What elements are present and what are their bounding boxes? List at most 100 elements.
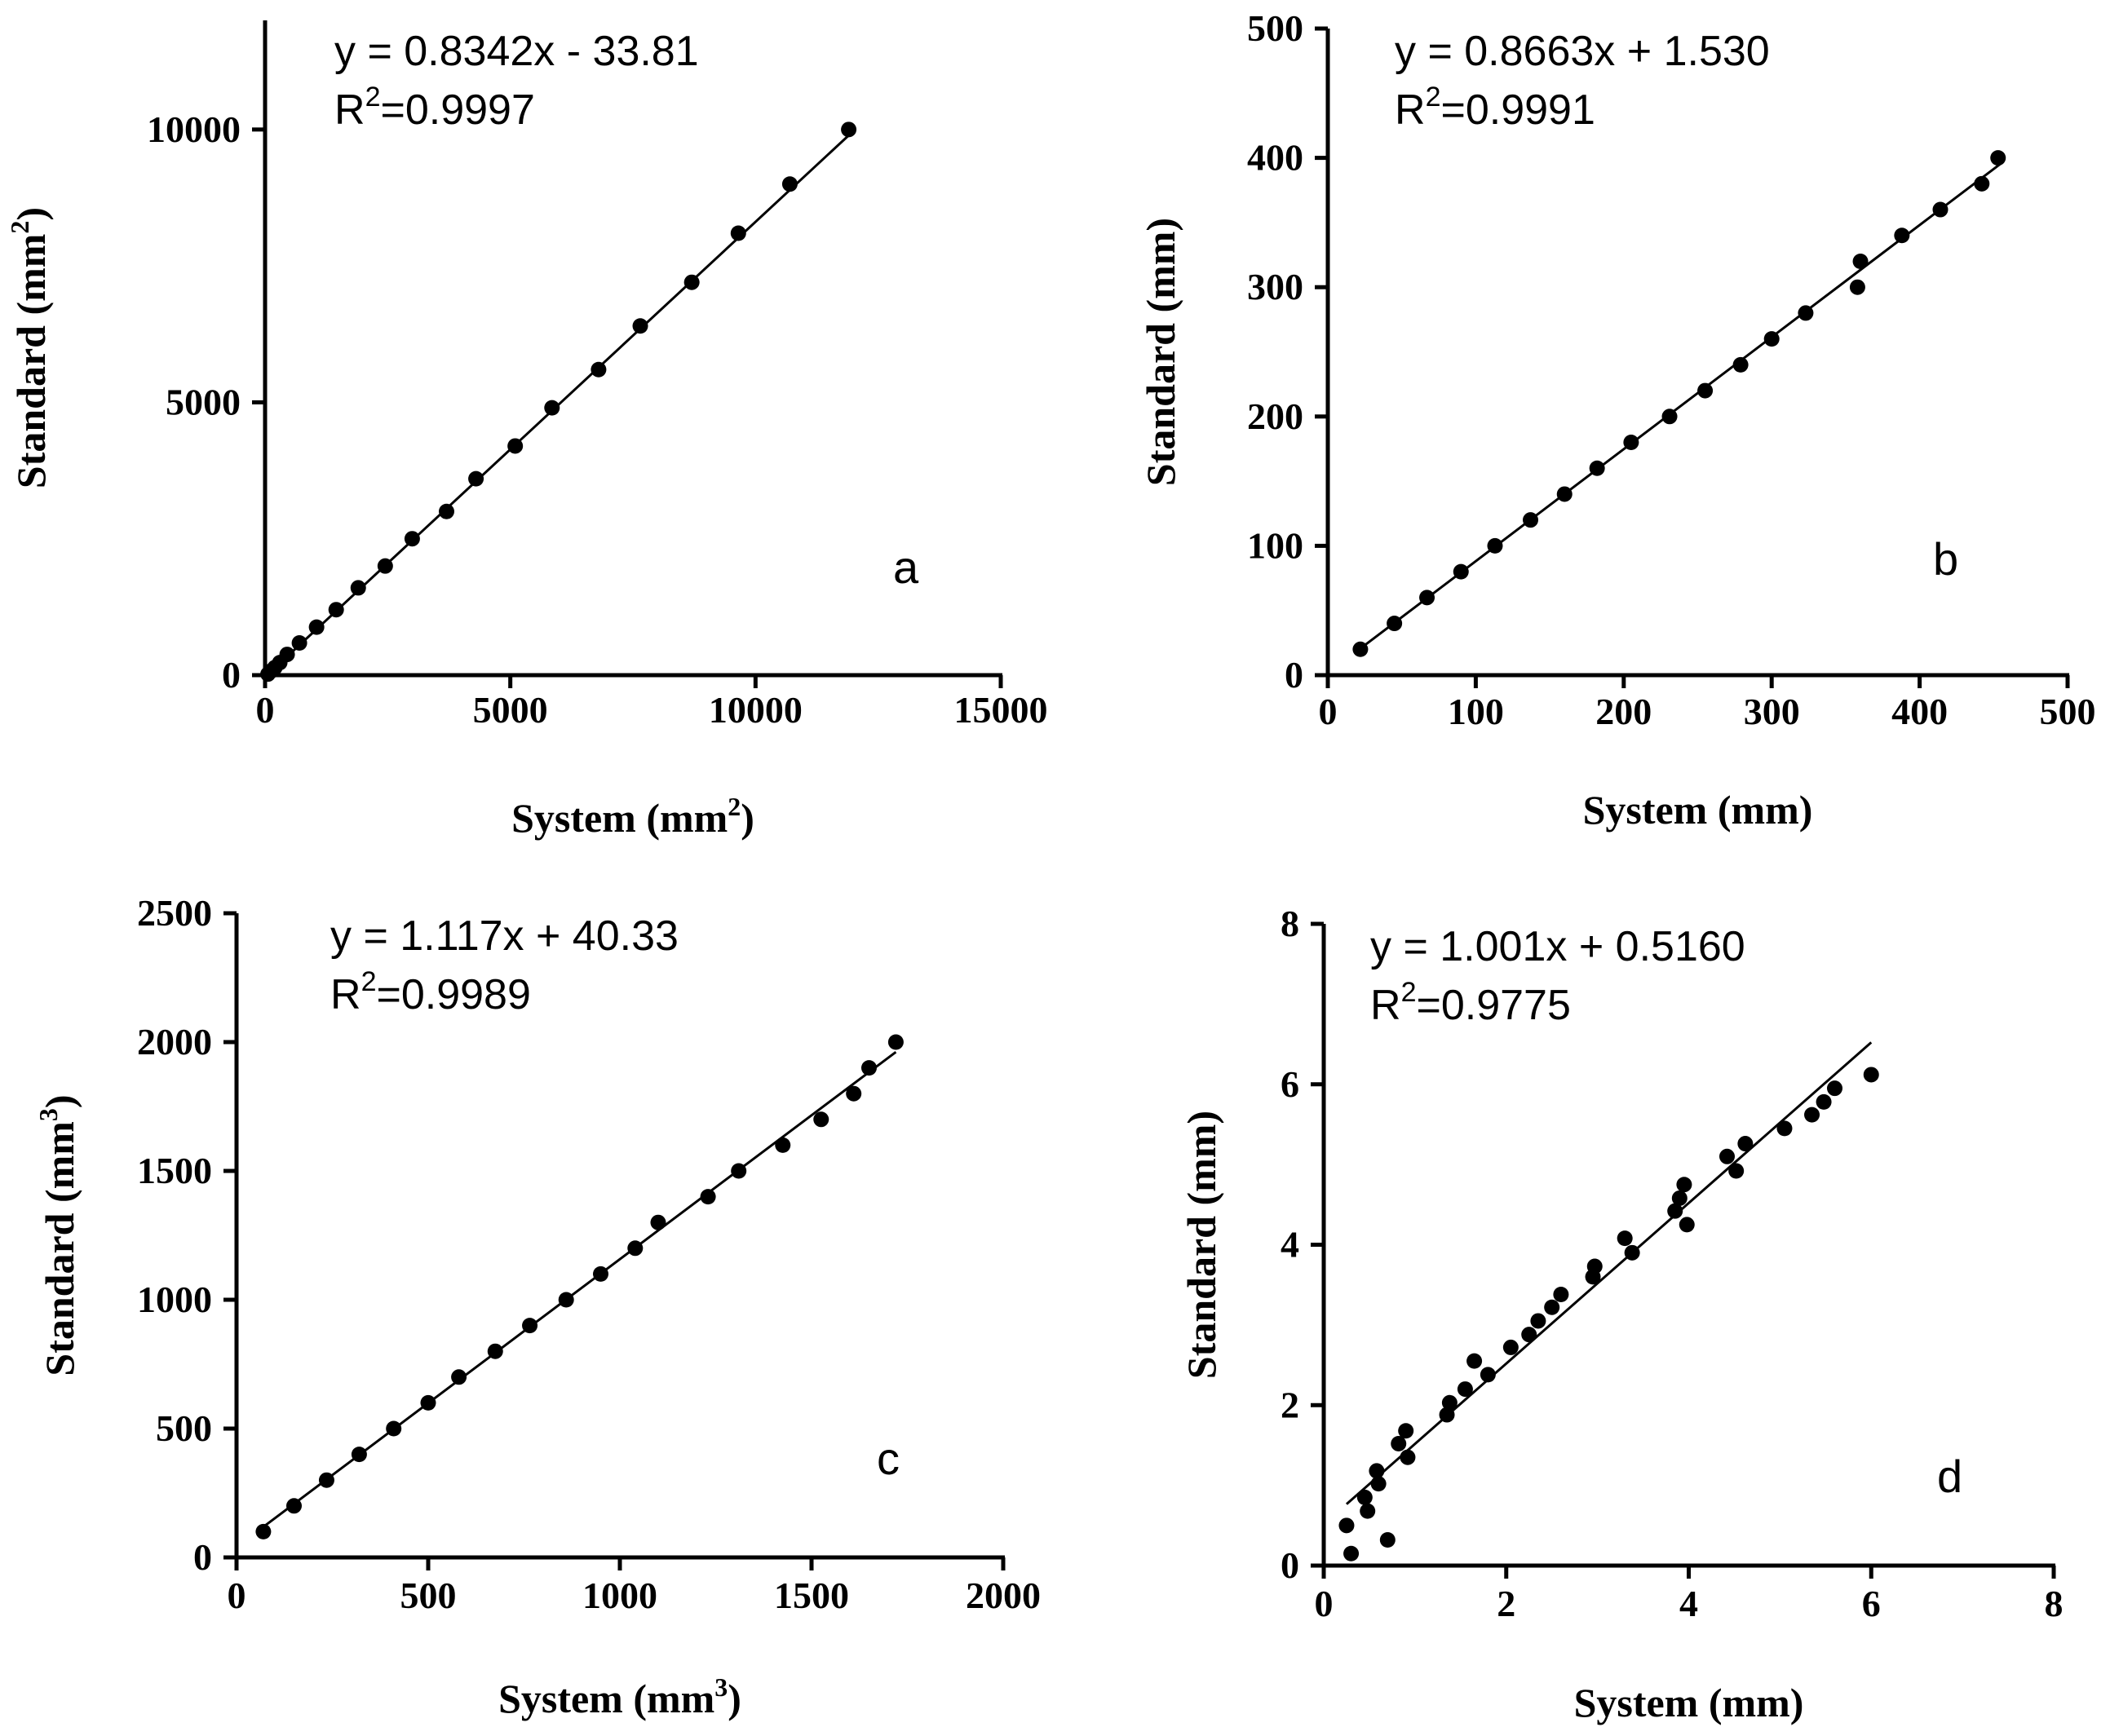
x-axis-title: System (mm2) [511,792,754,841]
data-point [1671,1190,1688,1206]
data-point [544,400,560,416]
data-point [1398,1423,1414,1439]
panel-label: a [893,541,919,593]
y-tick-label: 6 [1281,1063,1299,1105]
data-point [1480,1367,1496,1383]
r-squared-prefix: R [334,86,365,134]
data-point [308,619,325,635]
data-point [700,1189,716,1205]
x-tick-label: 400 [1891,691,1948,732]
x-axis-title-text: System (mm [511,795,728,841]
data-point [1679,1217,1695,1233]
data-point [1894,227,1910,244]
r-squared-sup: 2 [361,966,377,997]
data-point [1719,1148,1735,1164]
data-point [1586,1258,1603,1274]
r-squared-prefix: R [330,971,361,1018]
data-point [731,1163,747,1179]
data-point [1360,1503,1376,1519]
data-point [386,1420,402,1437]
data-point [1530,1313,1546,1329]
r-squared: R2=0.9989 [330,966,531,1018]
x-axis-title-text: System (mm) [1583,787,1813,833]
y-axis-title-text: Standard (mm [8,234,54,489]
data-point [1732,356,1749,373]
panel-label: c [877,1433,900,1484]
data-point [1990,150,2006,166]
x-tick-label: 0 [1315,1583,1334,1624]
data-point [1676,1177,1692,1193]
regression-line [1345,1041,1873,1505]
y-tick-label: 4 [1281,1224,1299,1266]
regression-equation: y = 0.8342x - 33.81 [334,28,699,75]
data-point [318,1472,334,1488]
data-point [1617,1230,1633,1247]
data-point [887,1034,904,1050]
x-tick-label: 8 [2045,1583,2064,1624]
x-axis-title: System (mm) [1583,787,1813,833]
data-point [846,1085,862,1102]
y-tick-label: 100 [1247,524,1303,566]
data-point [1667,1203,1683,1219]
data-point [1728,1163,1745,1179]
x-tick-label: 0 [1319,691,1338,732]
y-tick-label: 2500 [137,892,212,934]
x-axis-title-end: ) [741,795,754,841]
data-point [351,1447,367,1463]
data-point [1623,435,1639,451]
x-tick-label: 500 [2040,691,2096,732]
y-tick-label: 0 [1281,1544,1299,1586]
data-point [1804,1107,1820,1123]
data-point [279,647,295,663]
data-point [291,635,307,652]
y-axis-title: Standard (mm2) [5,207,54,488]
data-point [591,361,607,378]
data-point [350,580,366,596]
r-squared-value: =0.9775 [1416,982,1570,1029]
r-squared: R2=0.9775 [1370,977,1571,1029]
data-point [1661,409,1678,425]
r-squared: R2=0.9991 [1395,82,1595,134]
data-point [1387,616,1403,632]
x-tick-label: 15000 [954,689,1048,731]
data-point [1852,253,1869,269]
data-point [1544,1299,1560,1315]
y-axis-title-end: ) [8,207,54,221]
x-tick-label: 5000 [473,689,548,731]
data-point [1466,1353,1483,1369]
data-point [781,176,798,192]
y-tick-label: 400 [1247,137,1303,179]
data-point [775,1137,791,1153]
y-axis-title: Standard (mm) [1179,1111,1224,1379]
data-point [1370,1476,1387,1492]
regression-equation: y = 1.001x + 0.5160 [1370,923,1745,970]
y-tick-label: 500 [156,1407,212,1449]
data-point [1502,1339,1519,1355]
y-axis-title-text: Standard (mm) [1138,218,1183,486]
x-axis-title-end: ) [728,1676,741,1721]
x-tick-label: 0 [228,1575,246,1616]
y-tick-label: 8 [1281,903,1299,944]
data-point [1798,305,1814,321]
data-point [730,225,746,241]
data-point [468,470,484,487]
data-point [328,602,344,618]
y-axis-title-end: ) [37,1094,82,1108]
panel-c: 0 500 1000 1500 2000 0 500 1000 1500 2000 2500 Syst… [33,892,1041,1721]
regression-equation: y = 0.8663x + 1.530 [1395,28,1770,75]
data-point [1369,1463,1385,1479]
panel-d: 0 2 4 6 8 0 2 4 6 8 System (mm) Standard (mm) y = 1.… [1179,903,2064,1725]
x-axis-title-text: System (mm [498,1676,714,1721]
data-point [632,318,648,334]
x-tick-label: 500 [400,1575,457,1616]
data-point [1391,1435,1407,1451]
data-point [1439,1407,1455,1423]
data-point [1932,201,1949,218]
x-tick-label: 300 [1744,691,1800,732]
r-squared-value: =0.9997 [380,86,534,134]
x-tick-label: 10000 [709,689,803,731]
y-axis-title-sup: 2 [5,221,34,234]
y-tick-label: 300 [1247,266,1303,307]
